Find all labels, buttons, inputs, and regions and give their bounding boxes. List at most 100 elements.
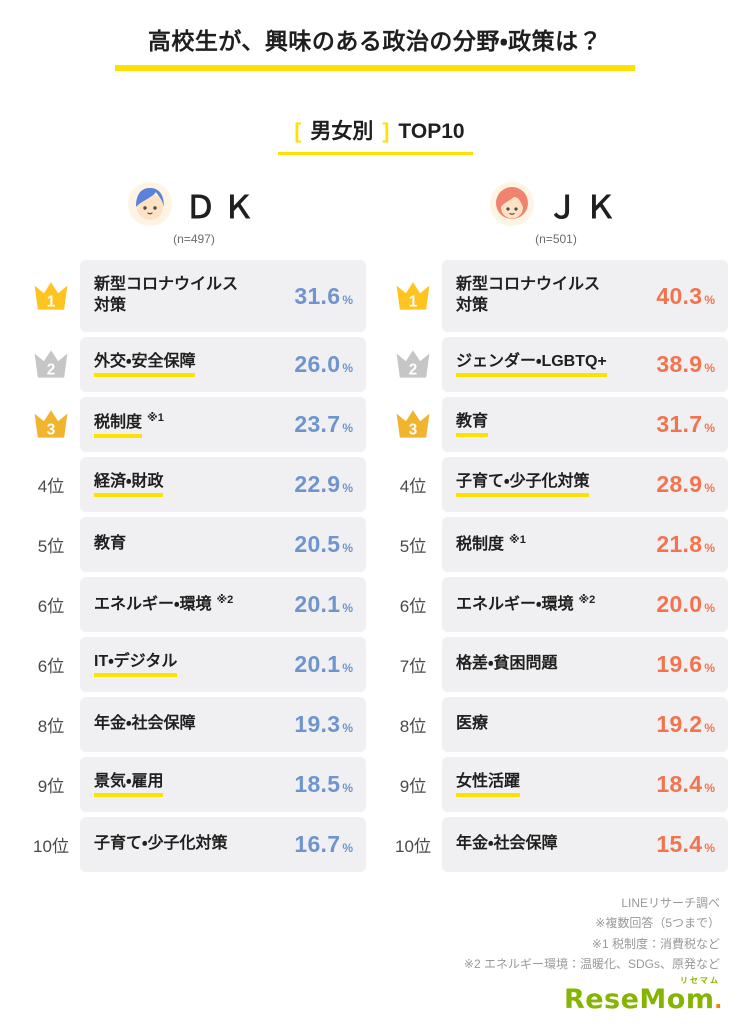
percent-sign: % [342, 721, 353, 735]
percent-sign: % [704, 361, 715, 375]
ranking-bar: 新型コロナウイルス 対策 40.3% [442, 260, 728, 332]
value-number: 26.0 [294, 351, 341, 377]
rank-cell: 5位 [22, 517, 80, 572]
item-name-wrap: 税制度 ※1 [94, 411, 164, 439]
item-name-wrap: 女性活躍 [456, 772, 521, 798]
rank-label: 4位 [399, 477, 427, 496]
item-name: 税制度 [456, 536, 505, 554]
item-value: 38.9% [656, 351, 715, 378]
item-value: 16.7% [294, 831, 353, 858]
ranking-columns: ＤＫ (n=497) 1 新型コロナウイルス 対策 31.6% 2 [0, 181, 750, 877]
badge-label: 男女別 [310, 120, 374, 143]
crown-icon: 3 [31, 407, 71, 442]
item-name-wrap: 子育て・少子化対策 [94, 834, 227, 855]
ranking-bar: 新型コロナウイルス 対策 31.6% [80, 260, 366, 332]
item-name-wrap: 税制度 ※1 [456, 533, 526, 556]
item-name: 外交・安全保障 [94, 352, 196, 378]
rank-cell: 10位 [22, 817, 80, 872]
value-number: 20.1 [294, 651, 341, 677]
ranking-row: 8位 医療 19.2% [384, 697, 728, 752]
rank-cell: 6位 [384, 577, 442, 632]
rank-cell: 3 [22, 397, 80, 452]
percent-sign: % [342, 781, 353, 795]
rank-label: 5位 [399, 537, 427, 556]
ranking-bar: エネルギー・環境 ※2 20.0% [442, 577, 728, 632]
svg-text:3: 3 [409, 421, 418, 438]
percent-sign: % [704, 292, 715, 307]
value-number: 38.9 [656, 351, 703, 377]
rank-label: 9位 [399, 777, 427, 796]
item-name-wrap: 外交・安全保障 [94, 352, 196, 378]
dk-column-header: ＤＫ [22, 181, 366, 227]
footnotes: LINEリサーチ調べ ※複数回答（5つまで） ※1 税制度：消費税など ※2 エ… [0, 893, 750, 975]
dk-label: ＤＫ [185, 189, 261, 225]
rank-cell: 4位 [384, 457, 442, 512]
crown-icon: 1 [31, 279, 71, 314]
ranking-row: 6位 IT・デジタル 20.1% [22, 637, 366, 692]
crown-icon: 1 [393, 279, 433, 314]
percent-sign: % [704, 781, 715, 795]
item-value: 28.9% [656, 471, 715, 498]
logo-dot: . [714, 984, 722, 1014]
percent-sign: % [342, 421, 353, 435]
item-value: 19.6% [656, 651, 715, 678]
value-number: 40.3 [656, 282, 703, 309]
ranking-bar: 子育て・少子化対策 28.9% [442, 457, 728, 512]
rank-cell: 5位 [384, 517, 442, 572]
item-value: 21.8% [656, 531, 715, 558]
ranking-row: 9位 女性活躍 18.4% [384, 757, 728, 812]
item-name-wrap: 新型コロナウイルス 対策 [456, 275, 600, 317]
item-note: ※2 [216, 594, 234, 607]
item-value: 19.3% [294, 711, 353, 738]
title-underline [115, 65, 635, 71]
dk-ranking-list: 1 新型コロナウイルス 対策 31.6% 2 外交・安全保障 26.0% [22, 260, 366, 872]
ranking-row: 10位 子育て・少子化対策 16.7% [22, 817, 366, 872]
ranking-bar: 教育 31.7% [442, 397, 728, 452]
item-name-wrap: 経済・財政 [94, 472, 164, 498]
ranking-row: 4位 経済・財政 22.9% [22, 457, 366, 512]
rank-label: 9位 [37, 777, 65, 796]
ranking-row: 3 教育 31.7% [384, 397, 728, 452]
jk-column: ＪＫ (n=501) 1 新型コロナウイルス 対策 40.3% 2 [384, 181, 728, 877]
percent-sign: % [342, 481, 353, 495]
item-value: 40.3% [656, 283, 715, 310]
value-number: 20.0 [656, 591, 703, 617]
percent-sign: % [342, 661, 353, 675]
ranking-bar: IT・デジタル 20.1% [80, 637, 366, 692]
percent-sign: % [704, 541, 715, 555]
item-name: ジェンダー・LGBTQ+ [456, 352, 607, 378]
rank-label: 10位 [33, 837, 69, 856]
jk-sample-size: (n=501) [535, 232, 577, 246]
item-value: 26.0% [294, 351, 353, 378]
percent-sign: % [704, 721, 715, 735]
percent-sign: % [704, 601, 715, 615]
ranking-bar: 税制度 ※1 23.7% [80, 397, 366, 452]
value-number: 15.4 [656, 831, 703, 857]
item-name-wrap: 子育て・少子化対策 [456, 472, 590, 498]
value-number: 18.4 [656, 771, 703, 797]
item-name: 医療 [456, 715, 489, 733]
svg-text:3: 3 [47, 421, 56, 438]
value-number: 23.7 [294, 411, 341, 437]
percent-sign: % [342, 601, 353, 615]
resemom-logo: リセマム ReseMom. [564, 976, 722, 1015]
ranking-bar: 女性活躍 18.4% [442, 757, 728, 812]
ranking-row: 10位 年金・社会保障 15.4% [384, 817, 728, 872]
value-number: 19.2 [656, 711, 703, 737]
item-value: 20.5% [294, 531, 353, 558]
percent-sign: % [342, 541, 353, 555]
bracket-close: ] [382, 120, 390, 143]
item-name: 教育 [456, 412, 489, 438]
ranking-bar: 景気・雇用 18.5% [80, 757, 366, 812]
crown-icon: 2 [393, 347, 433, 382]
svg-text:1: 1 [409, 293, 418, 310]
item-name-wrap: 新型コロナウイルス 対策 [94, 275, 238, 317]
svg-text:2: 2 [47, 361, 56, 378]
ranking-bar: 税制度 ※1 21.8% [442, 517, 728, 572]
crown-icon: 3 [393, 407, 433, 442]
rank-cell: 7位 [384, 637, 442, 692]
dk-sample-size: (n=497) [173, 232, 215, 246]
rank-cell: 2 [384, 337, 442, 392]
item-name: 税制度 [94, 413, 143, 439]
